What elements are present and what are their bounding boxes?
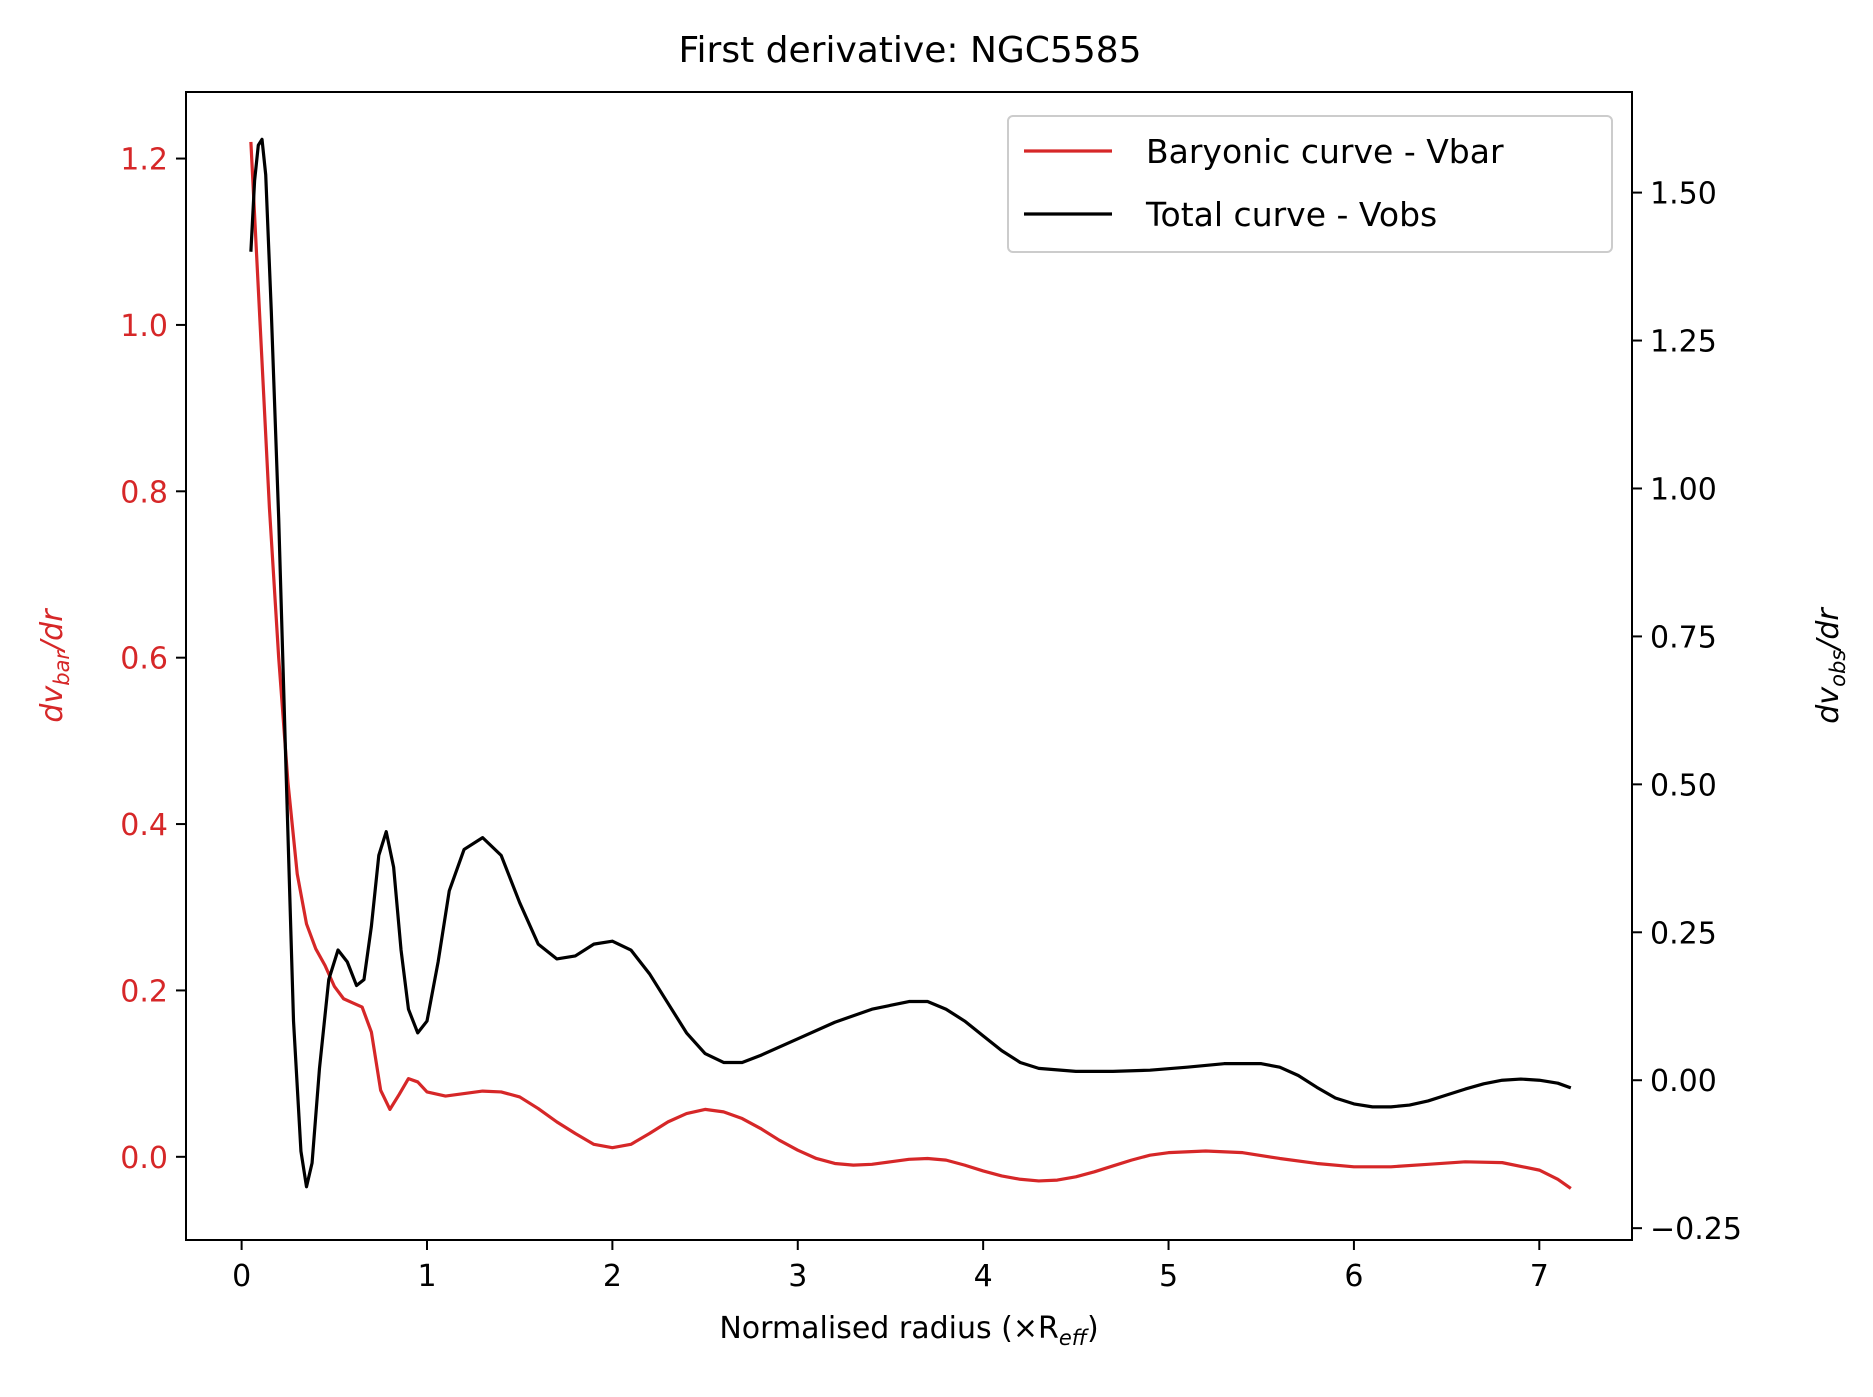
x-axis-label-sub: eff xyxy=(1059,1326,1090,1350)
x-tick-label: 3 xyxy=(788,1259,807,1294)
x-tick-label: 0 xyxy=(232,1259,251,1294)
y-right-tick-label: 0.25 xyxy=(1650,916,1717,951)
axes: 0 1 2 3 4 5 6 7 0.0 0.2 0.4 0.6 0.8 1.0 1.2 −0.25 0.00 0.… xyxy=(35,91,1850,1350)
legend-label-vobs: Total curve - Vobs xyxy=(1145,195,1437,234)
y-right-tick-label: 0.50 xyxy=(1650,768,1717,803)
y-right-tick-label: 1.00 xyxy=(1650,472,1717,507)
x-tick-label: 1 xyxy=(417,1259,436,1294)
legend-label-vbar: Baryonic curve - Vbar xyxy=(1146,132,1504,171)
y-left-tick-label: 1.2 xyxy=(120,143,168,178)
legend-box xyxy=(1007,115,1613,253)
y-right-axis-label-main: dv xyxy=(1811,686,1846,724)
y-right-tick-label: 0.00 xyxy=(1650,1064,1717,1099)
legend: Baryonic curve - Vbar Total curve - Vobs xyxy=(1007,115,1613,253)
y-left-tick-label: 0.4 xyxy=(120,808,168,843)
y-right-tick-label: 0.75 xyxy=(1650,620,1717,655)
y-right-axis-label: dvobs/dr xyxy=(1811,607,1850,724)
y-left-tick-label: 0.8 xyxy=(120,475,168,510)
series-line-vbar xyxy=(249,141,1572,1190)
x-axis-label: Normalised radius (×Reff) xyxy=(719,1311,1098,1350)
series-line-vobs xyxy=(249,137,1572,1189)
plot-area xyxy=(249,137,1572,1190)
x-tick-label: 7 xyxy=(1530,1259,1549,1294)
y-right-tick-label: 1.50 xyxy=(1650,177,1717,212)
y-left-tick-label: 0.0 xyxy=(120,1141,168,1176)
y-right-axis-label-tail: /dr xyxy=(1811,607,1846,653)
x-tick-label: 6 xyxy=(1344,1259,1363,1294)
x-tick-label: 4 xyxy=(974,1259,993,1294)
x-axis-label-close: ) xyxy=(1087,1311,1099,1346)
y-right-tick-label: 1.25 xyxy=(1650,325,1717,360)
x-axis-label-main: Normalised radius (×R xyxy=(719,1311,1059,1346)
chart-title: First derivative: NGC5585 xyxy=(678,30,1141,71)
y-right-tick-label: −0.25 xyxy=(1650,1212,1742,1247)
y-right-axis-label-sub: obs xyxy=(1826,650,1850,687)
y-left-tick-label: 1.0 xyxy=(120,309,168,344)
y-left-axis-label-sub: bar xyxy=(50,650,74,686)
y-left-tick-label: 0.6 xyxy=(120,642,168,677)
x-tick-label: 2 xyxy=(603,1259,622,1294)
y-left-tick-label: 0.2 xyxy=(120,974,168,1009)
y-left-axis-label: dvbar/dr xyxy=(35,608,74,723)
y-left-axis-label-main: dv xyxy=(35,685,70,723)
y-left-axis-label-tail: /dr xyxy=(35,608,70,654)
x-tick-label: 5 xyxy=(1159,1259,1178,1294)
plot-frame xyxy=(185,91,1633,1241)
